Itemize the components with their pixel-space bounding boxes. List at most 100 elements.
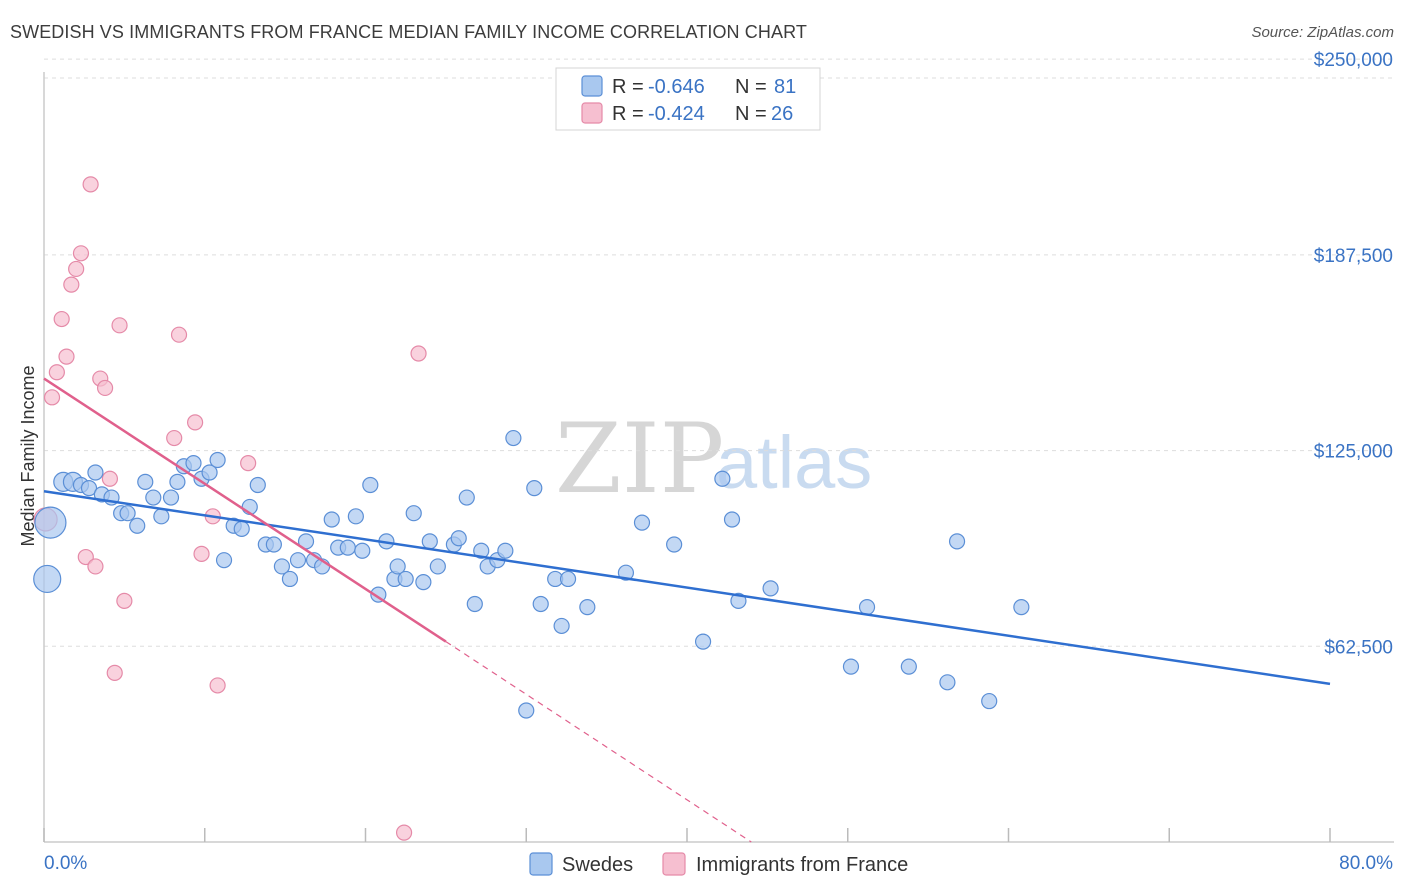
france-point: [170, 326, 188, 343]
swedes-point: [87, 464, 104, 481]
swedes-point: [265, 536, 282, 553]
swedes-point: [714, 470, 731, 487]
france-r-label: R =: [612, 103, 644, 125]
swedes-point: [34, 506, 67, 539]
france-point: [63, 276, 80, 293]
swedes-point: [981, 692, 998, 710]
swedes-point: [169, 473, 186, 490]
swedes-point: [273, 558, 291, 575]
swedes-point: [201, 464, 218, 481]
swedes-n-value: 81: [774, 76, 796, 98]
swedes-point: [347, 508, 364, 525]
swedes-point: [354, 542, 371, 559]
y-tick-label: $250,000: [1314, 50, 1393, 71]
swedes-point: [137, 473, 154, 490]
swedes-point: [559, 570, 577, 588]
swedes-point: [185, 454, 202, 472]
y-tick-labels: $62,500 $125,000 $187,500 $250,000: [1314, 50, 1393, 658]
france-point: [106, 664, 123, 682]
france-point: [68, 260, 85, 278]
swedes-point: [129, 517, 146, 534]
chart-title: SWEDISH VS IMMIGRANTS FROM FRANCE MEDIAN…: [10, 22, 807, 42]
swedes-point: [421, 533, 438, 550]
france-point: [111, 317, 128, 334]
france-point: [101, 470, 119, 487]
legend-france-swatch: [662, 852, 686, 876]
swedes-r-label: R =: [612, 76, 644, 98]
source-credit: Source: ZipAtlas.com: [1251, 24, 1394, 41]
swedes-point: [323, 511, 340, 528]
y-axis-title: Median Family Income: [18, 365, 38, 546]
swedes-point: [505, 429, 522, 447]
france-point: [96, 379, 114, 397]
series-legend: Swedes Immigrants from France: [529, 852, 908, 876]
swedes-point: [153, 508, 170, 525]
france-r-value: -0.424: [648, 103, 705, 125]
swedes-point: [900, 658, 917, 675]
france-n-value: 26: [771, 103, 793, 125]
swedes-swatch: [581, 75, 603, 97]
swedes-point: [233, 520, 250, 537]
swedes-point: [339, 539, 356, 556]
watermark: ZIP atlas: [555, 403, 872, 515]
france-point: [193, 545, 210, 563]
swedes-point: [209, 451, 226, 469]
swedes-point: [553, 617, 570, 635]
france-trend-line: [43, 377, 447, 643]
swedes-point: [666, 536, 683, 553]
swedes-point: [518, 702, 535, 719]
swedes-point: [730, 592, 747, 609]
swedes-point: [119, 505, 136, 522]
swedes-point: [579, 599, 596, 616]
swedes-r-value: -0.646: [648, 76, 705, 98]
legend-france-label: Immigrants from France: [696, 854, 908, 876]
swedes-point: [633, 514, 651, 531]
swedes-point: [473, 542, 490, 559]
swedes-point: [450, 530, 467, 547]
swedes-n-label: N =: [735, 76, 767, 98]
x-tick-label-max: 80.0%: [1339, 853, 1393, 874]
swedes-point: [458, 489, 475, 506]
france-trend-extension: [445, 641, 752, 843]
france-point: [58, 348, 75, 365]
swedes-point: [80, 480, 98, 497]
series-france-points: [33, 176, 427, 841]
swedes-point: [526, 480, 543, 497]
swedes-point: [362, 476, 379, 494]
swedes-point: [429, 558, 446, 575]
france-point: [116, 592, 133, 609]
swedes-point: [948, 533, 966, 550]
swedes-point: [215, 552, 233, 569]
legend-swedes-label: Swedes: [562, 854, 633, 876]
swedes-point: [397, 570, 414, 588]
france-point: [240, 454, 257, 472]
y-tick-label: $125,000: [1314, 442, 1393, 463]
france-point: [48, 364, 65, 381]
france-point: [410, 345, 427, 362]
trend-lines: [43, 377, 1331, 843]
swedes-point: [858, 599, 876, 616]
france-swatch: [581, 102, 603, 124]
swedes-point: [389, 558, 406, 575]
swedes-point: [281, 570, 299, 588]
swedes-point: [532, 595, 549, 613]
france-point: [53, 310, 70, 328]
france-point: [395, 824, 413, 841]
swedes-point: [145, 489, 162, 506]
swedes-point: [842, 658, 860, 675]
swedes-point: [762, 580, 779, 597]
france-point: [187, 414, 204, 431]
grid-lines: [44, 58, 1394, 647]
swedes-trend-line: [43, 490, 1331, 686]
watermark-atlas: atlas: [716, 421, 872, 504]
swedes-point: [694, 633, 712, 650]
swedes-point: [723, 511, 741, 528]
swedes-point: [162, 489, 180, 506]
france-point: [72, 245, 90, 262]
y-tick-label: $187,500: [1314, 246, 1393, 267]
france-point: [87, 558, 104, 575]
swedes-point: [617, 564, 635, 581]
france-point: [166, 429, 183, 447]
france-point: [77, 548, 94, 566]
